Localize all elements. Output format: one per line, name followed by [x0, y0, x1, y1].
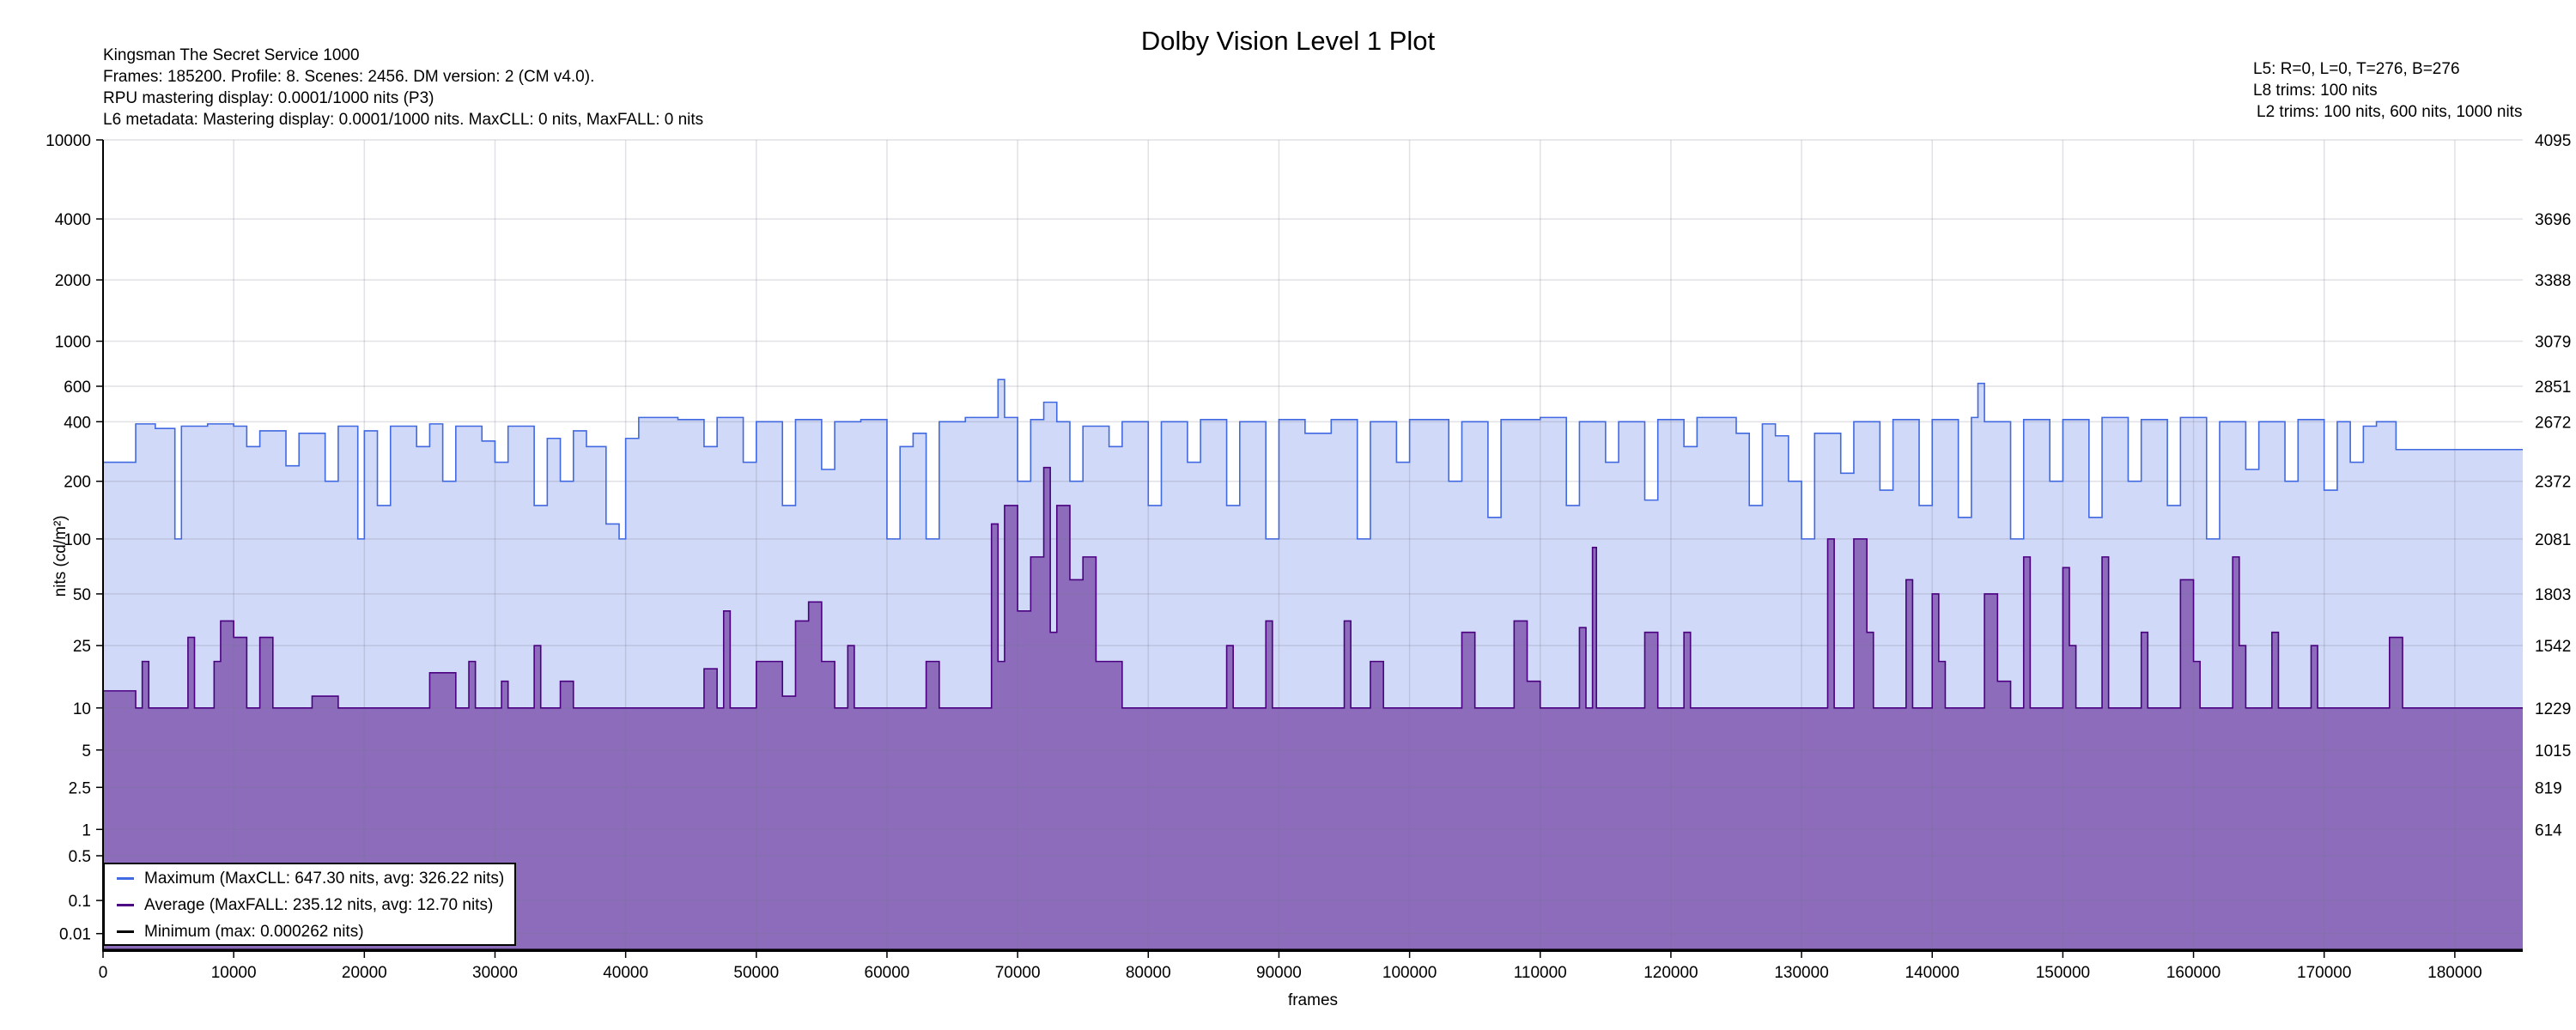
- x-tick-label: 10000: [211, 964, 257, 982]
- info-l6: L6 metadata: Mastering display: 0.0001/1…: [103, 111, 704, 129]
- x-tick-label: 0: [99, 964, 108, 982]
- x-tick-label: 70000: [995, 964, 1041, 982]
- x-tick-label: 180000: [2427, 964, 2482, 982]
- y-tick-label: 25: [73, 638, 91, 656]
- y-right-tick-label: 819: [2535, 779, 2562, 797]
- y-tick-label: 2.5: [69, 779, 91, 797]
- x-tick-label: 170000: [2297, 964, 2351, 982]
- x-tick-label: 30000: [472, 964, 518, 982]
- x-tick-label: 160000: [2166, 964, 2221, 982]
- y-right-tick-label: 614: [2535, 821, 2562, 839]
- x-tick-label: 110000: [1514, 964, 1567, 982]
- avg-line: [103, 466, 2523, 709]
- info-l8: L8 trims: 100 nits: [2253, 82, 2378, 100]
- legend-item-maximum: Maximum (MaxCLL: 647.30 nits, avg: 326.2…: [105, 866, 514, 891]
- legend-item-average: Average (MaxFALL: 235.12 nits, avg: 12.7…: [105, 893, 514, 918]
- x-tick-label: 50000: [733, 964, 779, 982]
- info-frames: Frames: 185200. Profile: 8. Scenes: 2456…: [103, 68, 595, 86]
- info-right: L5: R=0, L=0, T=276, B=276 L8 trims: 100…: [2253, 58, 2522, 123]
- y-right-tick-label: 3079: [2535, 334, 2571, 352]
- info-left: Kingsman The Secret Service 1000 Frames:…: [103, 45, 703, 130]
- y-right-tick-label: 1229: [2535, 700, 2571, 718]
- y-right-tick-label: 2372: [2535, 474, 2571, 492]
- avg-area: [103, 467, 2523, 951]
- y-tick-label: 10: [73, 700, 91, 718]
- y-tick-label: 100: [64, 531, 91, 549]
- y-tick-label: 1000: [55, 334, 91, 352]
- x-tick-label: 80000: [1126, 964, 1171, 982]
- y-tick-label: 600: [64, 379, 91, 397]
- x-tick-label: 40000: [603, 964, 648, 982]
- info-l5: L5: R=0, L=0, T=276, B=276: [2253, 60, 2460, 78]
- legend-item-minimum: Minimum (max: 0.000262 nits): [105, 919, 514, 944]
- y-tick-label: 5: [82, 742, 91, 760]
- y-tick-label: 0.5: [69, 848, 91, 866]
- x-tick-label: 90000: [1256, 964, 1302, 982]
- y-right-tick-label: 1803: [2535, 586, 2571, 604]
- y-tick-label: 10000: [46, 132, 91, 150]
- y-tick-label: 4000: [55, 211, 91, 229]
- legend-label-average: Average (MaxFALL: 235.12 nits, avg: 12.7…: [144, 895, 494, 914]
- x-tick-label: 20000: [342, 964, 387, 982]
- y-axis-label: nits (cd/m²): [52, 515, 70, 597]
- info-l2: L2 trims: 100 nits, 600 nits, 1000 nits: [2257, 103, 2523, 121]
- y-tick-label: 50: [73, 586, 91, 604]
- y-tick-label: 400: [64, 414, 91, 432]
- y-tick-label: 1: [82, 821, 91, 839]
- y-tick-label: 2000: [55, 272, 91, 290]
- x-tick-label: 150000: [2036, 964, 2090, 982]
- legend-label-maximum: Maximum (MaxCLL: 647.30 nits, avg: 326.2…: [144, 869, 505, 888]
- x-tick-label: 100000: [1382, 964, 1437, 982]
- y-right-tick-label: 1015: [2535, 742, 2571, 760]
- legend-swatch-average: [117, 904, 134, 906]
- x-axis-label: frames: [1288, 991, 1338, 1009]
- y-right-tick-label: 2851: [2535, 379, 2571, 397]
- y-right-tick-label: 2081: [2535, 531, 2571, 549]
- y-tick-label: 0.01: [59, 926, 91, 944]
- legend-swatch-maximum: [117, 877, 134, 880]
- legend: Maximum (MaxCLL: 647.30 nits, avg: 326.2…: [103, 863, 516, 946]
- info-rpu: RPU mastering display: 0.0001/1000 nits …: [103, 89, 434, 107]
- chart-title: Dolby Vision Level 1 Plot: [1140, 26, 1436, 56]
- x-tick-label: 130000: [1774, 964, 1828, 982]
- legend-swatch-minimum: [117, 930, 134, 933]
- y-right-tick-label: 1542: [2535, 638, 2571, 656]
- y-right-tick-label: 3388: [2535, 272, 2571, 290]
- y-tick-label: 200: [64, 474, 91, 492]
- y-right-tick-label: 2672: [2535, 414, 2571, 432]
- info-title: Kingsman The Secret Service 1000: [103, 46, 360, 64]
- y-tick-label: 0.1: [69, 893, 91, 911]
- x-tick-label: 60000: [865, 964, 910, 982]
- y-right-tick-label: 3696: [2535, 211, 2571, 229]
- x-tick-label: 140000: [1905, 964, 1959, 982]
- x-tick-label: 120000: [1643, 964, 1698, 982]
- y-right-tick-label: 4095: [2535, 132, 2571, 150]
- max-line: [103, 379, 2523, 540]
- legend-label-minimum: Minimum (max: 0.000262 nits): [144, 922, 364, 941]
